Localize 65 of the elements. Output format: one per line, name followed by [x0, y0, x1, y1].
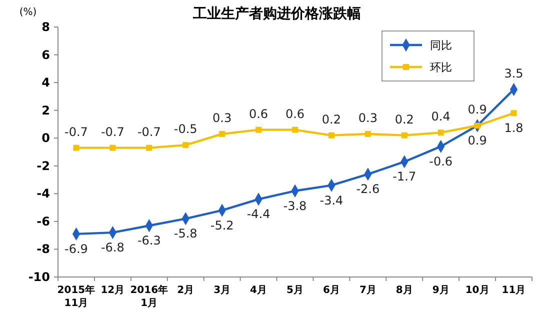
data-label: 3.5 [504, 66, 524, 80]
y-tick-label: 6 [42, 48, 50, 62]
data-label: -5.2 [210, 218, 234, 232]
data-label: 0.6 [285, 106, 305, 121]
point [110, 144, 116, 151]
data-label: -6.8 [100, 240, 124, 255]
point [328, 132, 334, 138]
data-label: 0.4 [431, 110, 450, 124]
y-axis-title: (%) [19, 7, 37, 18]
data-label: -6.9 [64, 242, 88, 256]
x-tick-label: 9月 [432, 285, 450, 296]
chart-title: 工业生产者购进价格涨跌幅 [192, 5, 361, 22]
data-label: -0.7 [137, 124, 161, 139]
data-label: 0.2 [322, 112, 342, 126]
x-tick-label: 12月 [100, 285, 125, 296]
data-label: -4.4 [246, 207, 270, 222]
point [438, 130, 444, 136]
point [146, 144, 152, 151]
data-label: 0.9 [468, 134, 487, 148]
data-label: -0.7 [64, 124, 88, 139]
x-tick-label: 2016年 1月 [130, 284, 168, 309]
x-tick-label: 6月 [322, 285, 340, 296]
legend-label: 环比 [430, 61, 452, 74]
point [73, 144, 80, 151]
y-tick-label: -10 [28, 270, 50, 284]
data-label: -6.3 [137, 234, 161, 248]
y-tick-label: 0 [42, 131, 50, 146]
x-tick-label: 7月 [359, 285, 376, 296]
x-tick-label: 4月 [250, 285, 268, 296]
x-tick-label: 11月 [502, 285, 526, 296]
data-label: -3.4 [320, 193, 344, 208]
data-label: -0.6 [429, 154, 453, 168]
x-tick-label: 5月 [286, 285, 304, 296]
y-tick-label: 4 [42, 76, 50, 90]
data-label: 0.9 [468, 102, 487, 117]
point [401, 132, 408, 138]
y-tick-label: -2 [36, 158, 50, 173]
data-label: -0.7 [100, 124, 124, 139]
data-label: 0.3 [212, 110, 232, 125]
data-label: -2.6 [356, 182, 380, 196]
point [292, 126, 298, 133]
data-label: -3.8 [283, 198, 307, 213]
x-tick-label: 8月 [396, 285, 413, 296]
point [219, 130, 226, 137]
data-label: -0.5 [174, 122, 198, 136]
data-label: -5.8 [174, 226, 198, 241]
x-tick-label: 2015年 11月 [57, 284, 96, 309]
point [182, 142, 189, 148]
data-label: 1.8 [504, 121, 524, 136]
y-tick-label: -6 [36, 214, 50, 228]
y-tick-label: 8 [42, 20, 50, 34]
data-label: 0.6 [248, 106, 268, 121]
x-tick-label: 2月 [177, 285, 194, 296]
point [510, 110, 517, 116]
data-label: 0.2 [394, 112, 414, 126]
legend-label: 同比 [430, 39, 452, 52]
y-tick-label: -8 [36, 242, 50, 256]
data-label: 0.3 [358, 110, 378, 125]
data-label: -1.7 [392, 170, 416, 184]
point [256, 126, 262, 133]
point [364, 130, 371, 137]
x-tick-label: 3月 [214, 285, 231, 296]
x-tick-label: 10月 [465, 285, 490, 296]
y-tick-label: -4 [36, 186, 50, 201]
y-tick-label: 2 [42, 103, 50, 118]
